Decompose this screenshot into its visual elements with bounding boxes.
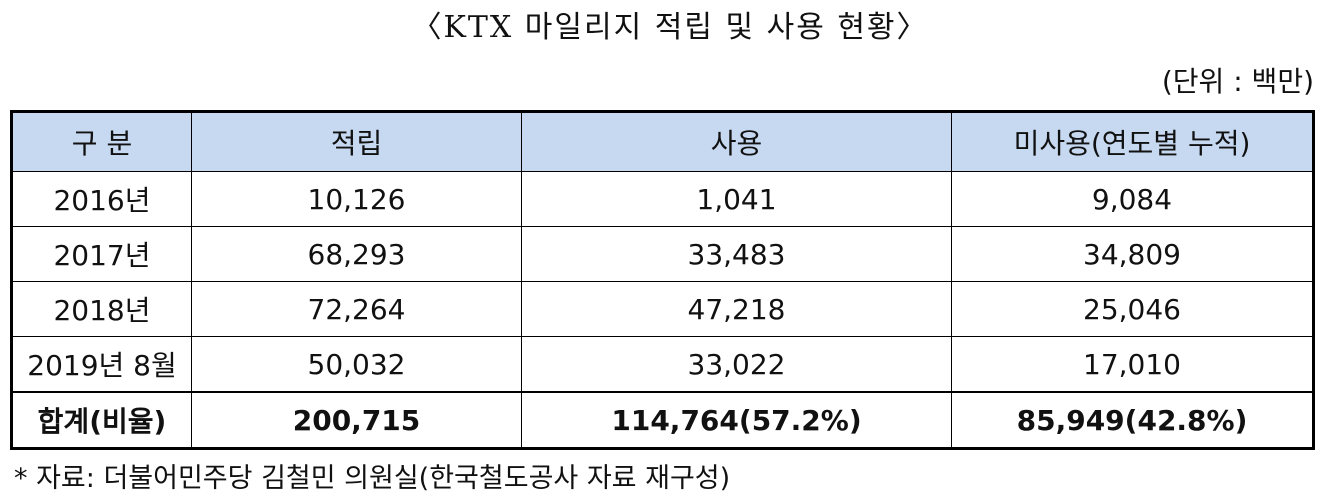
table-cell: 50,032 [191,336,522,393]
source-note: * 자료: 더불어민주당 김철민 의원실(한국철도공사 자료 재구성) [14,463,731,494]
table-cell: 34,809 [951,226,1314,282]
table-cell: 2016년 [11,171,192,227]
table: 구 분 적립 사용 미사용(연도별 누적) 2016년 10,126 1,041 9,084… [10,110,1315,450]
total-cell: 200,715 [191,391,522,449]
table-cell: 68,293 [191,226,522,282]
table-cell: 25,046 [951,281,1314,337]
table-cell: 2018년 [11,281,192,337]
title: 〈KTX 마일리지 적립 및 사용 현황〉 [411,10,929,45]
table-row: 2016년 10,126 1,041 9,084 [11,171,1314,227]
table-cell: 2019년 8월 [11,336,192,393]
table-cell: 17,010 [951,336,1314,393]
table-body: 2016년 10,126 1,041 9,084 2017년 68,293 33,483 34… [11,171,1314,449]
header-cell: 적립 [191,111,522,172]
table-cell: 9,084 [951,171,1314,227]
table-cell: 33,022 [521,336,952,393]
table-row: 2019년 8월 50,032 33,022 17,010 [11,336,1314,393]
table-cell: 72,264 [191,281,522,337]
total-row: 합계(비율) 200,715 114,764(57.2%) 85,949(42.8%) [11,391,1314,449]
table-cell: 10,126 [191,171,522,227]
table-cell: 47,218 [521,281,952,337]
header-cell: 사용 [521,111,952,172]
total-cell: 합계(비율) [11,391,192,449]
table-row: 2018년 72,264 47,218 25,046 [11,281,1314,337]
table-cell: 2017년 [11,226,192,282]
header-row: 구 분 적립 사용 미사용(연도별 누적) [11,111,1314,172]
table-cell: 1,041 [521,171,952,227]
total-cell: 85,949(42.8%) [951,391,1314,449]
table-row: 2017년 68,293 33,483 34,809 [11,226,1314,282]
total-cell: 114,764(57.2%) [521,391,952,449]
header-cell: 미사용(연도별 누적) [951,111,1314,172]
unit-label: (단위 : 백만) [1161,65,1314,98]
header-cell: 구 분 [11,111,192,172]
table-cell: 33,483 [521,226,952,282]
